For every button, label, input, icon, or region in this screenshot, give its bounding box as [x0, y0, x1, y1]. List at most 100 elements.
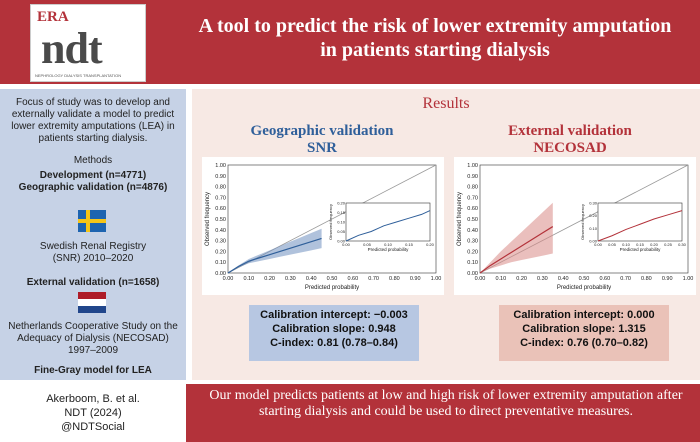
- citation-author: Akerboom, B. et al.: [46, 393, 140, 405]
- geo-xtick: 0.30: [285, 276, 296, 282]
- ext-ylabel: Observed frequency: [457, 192, 463, 246]
- geo-ytick: 0.80: [215, 185, 226, 191]
- results-panel: Results Geographic validation SNR Extern…: [192, 89, 700, 380]
- geo-ytick: 0.70: [215, 195, 226, 201]
- geo-inset-line: [345, 210, 431, 242]
- geo-ytick: 0.40: [215, 228, 226, 234]
- ext-xlabel: Predicted probability: [557, 285, 611, 291]
- ext-inset-xtick: 0.20: [650, 242, 659, 247]
- geo-inset-xtick: 0.15: [405, 242, 414, 247]
- ext-xtick: 0.50: [579, 276, 590, 282]
- ext-xtick: 0.20: [516, 276, 527, 282]
- ext-xtick: 1.00: [683, 276, 694, 282]
- ext-ytick: 0.10: [467, 260, 478, 266]
- sweden-flag-icon: [78, 210, 106, 232]
- geo-title-line1: Geographic validation: [250, 123, 394, 139]
- ext-inset-xtick: 0.15: [636, 242, 645, 247]
- ext-inset-line: [597, 210, 683, 242]
- geo-xtick: 1.00: [431, 276, 442, 282]
- snr-text: Swedish Renal Registry (SNR) 2010–2020: [39, 241, 147, 264]
- ext-xtick: 0.70: [620, 276, 631, 282]
- header-banner: ERA ndt NEPHROLOGY DIALYSIS TRANSPLANTAT…: [0, 0, 700, 84]
- geo-ytick: 0.20: [215, 249, 226, 255]
- geo-xtick: 0.40: [306, 276, 317, 282]
- left-panel: Focus of study was to develop and extern…: [0, 89, 186, 380]
- ext-xtick: 0.60: [599, 276, 610, 282]
- geo-ylabel: Observed frequency: [205, 192, 211, 246]
- ext-title: External validation NECOSAD: [470, 123, 670, 157]
- ext-xtick: 0.80: [641, 276, 652, 282]
- geo-stats-box: Calibration intercept: −0.003 Calibratio…: [249, 305, 419, 361]
- development-count: Development (n=4771): [39, 170, 147, 181]
- ext-frame: [479, 164, 689, 274]
- geo-ytick: 0.60: [215, 206, 226, 212]
- ext-ytick: 1.00: [467, 163, 478, 169]
- citation: Akerboom, B. et al. NDT (2024) @NDTSocia…: [0, 384, 186, 442]
- citation-journal: NDT (2024): [64, 407, 122, 419]
- geo-title-line2: SNR: [306, 140, 337, 156]
- methods-heading: Methods: [73, 155, 113, 166]
- geo-inset-xtick: 0.20: [426, 242, 435, 247]
- ext-ytick: 0.60: [467, 206, 478, 212]
- geo-ytick: 1.00: [215, 163, 226, 169]
- geo-inset-ytick: 0.00: [337, 239, 346, 244]
- ext-ytick: 0.20: [467, 249, 478, 255]
- geo-xlabel: Predicted probability: [305, 285, 359, 291]
- geo-inset-xtick: 0.00: [342, 242, 351, 247]
- ext-inset-xtick: 0.00: [594, 242, 603, 247]
- footer-banner: Akerboom, B. et al. NDT (2024) @NDTSocia…: [0, 384, 700, 442]
- ext-ytick: 0.90: [467, 174, 478, 180]
- geo-xtick: 0.90: [410, 276, 421, 282]
- necosad-text: Netherlands Cooperative Study on the Ade…: [8, 321, 178, 356]
- ext-inset-ylabel: Observed frequency: [580, 204, 585, 240]
- external-count: External validation (n=1658): [26, 277, 160, 288]
- geo-cindex: C-index: 0.81 (0.78–0.84): [270, 337, 398, 349]
- geo-ytick: 0.30: [215, 239, 226, 245]
- geo-ytick: 0.90: [215, 174, 226, 180]
- results-heading: Results: [422, 95, 470, 112]
- ext-inset-xlabel: Predicted probability: [620, 247, 662, 252]
- geo-xtick: 0.70: [368, 276, 379, 282]
- geo-ytick: 0.10: [215, 260, 226, 266]
- geo-inset-ylabel: Observed frequency: [328, 204, 333, 240]
- ext-calibration-chart: 0.00 0.10 0.20 0.30 0.40 0.50 0.60 0.70 0.80 0.90…: [457, 163, 694, 291]
- geo-ytick: 0.50: [215, 217, 226, 223]
- ext-xtick: 0.00: [475, 276, 486, 282]
- ext-inset-ytick: 0.10: [589, 226, 598, 231]
- ext-inset-xtick: 0.25: [664, 242, 673, 247]
- geo-inset-xtick: 0.10: [384, 242, 393, 247]
- ext-ytick: 0.40: [467, 228, 478, 234]
- ext-ci-band: [480, 202, 553, 273]
- journal-logo: ERA ndt NEPHROLOGY DIALYSIS TRANSPLANTAT…: [30, 4, 146, 82]
- geo-xtick: 0.60: [347, 276, 358, 282]
- geo-xtick: 0.20: [264, 276, 275, 282]
- geographic-count: Geographic validation (n=4876): [18, 182, 168, 193]
- finegray-text: Fine-Gray model for LEA: [34, 365, 152, 376]
- ext-calibration-line: [479, 226, 554, 274]
- ext-ytick: 0.50: [467, 217, 478, 223]
- ext-xtick: 0.90: [662, 276, 673, 282]
- geo-ytick: 0.00: [215, 271, 226, 277]
- geo-title: Geographic validation SNR: [222, 123, 422, 157]
- ext-inset-ytick: 0.00: [589, 239, 598, 244]
- logo-era: ERA: [37, 9, 69, 25]
- geo-inset-xtick: 0.05: [363, 242, 372, 247]
- geo-calibration-line: [227, 237, 322, 274]
- citation-social: @NDTSocial: [61, 421, 125, 433]
- ext-inset-ytick: 0.30: [589, 201, 598, 206]
- ext-xtick: 0.40: [558, 276, 569, 282]
- geo-inset-ytick: 0.05: [337, 229, 346, 234]
- ext-stats-box: Calibration intercept: 0.000 Calibration…: [499, 305, 669, 361]
- geo-intercept: Calibration intercept: −0.003: [260, 309, 408, 321]
- ext-inset-frame: [597, 202, 683, 242]
- geo-xtick: 0.50: [327, 276, 338, 282]
- page-title: A tool to predict the risk of lower extr…: [198, 15, 672, 61]
- ext-xtick: 0.10: [495, 276, 506, 282]
- ext-title-line2: NECOSAD: [533, 140, 607, 156]
- ext-intercept: Calibration intercept: 0.000: [513, 309, 655, 321]
- geo-frame: [227, 164, 437, 274]
- geo-inset-xlabel: Predicted probability: [368, 247, 410, 252]
- geo-calibration-chart: 0.00 0.10 0.20 0.30 0.40 0.50 0.60 0.70 0.80 0.90…: [205, 163, 442, 291]
- geo-inset-ytick: 0.10: [337, 220, 346, 225]
- geo-inset-ytick: 0.20: [337, 201, 346, 206]
